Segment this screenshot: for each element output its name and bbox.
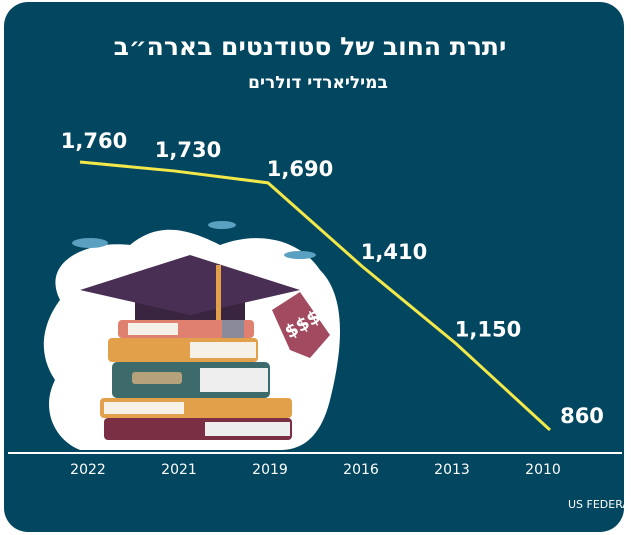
x-tick-label: 2010 <box>525 462 561 478</box>
data-line <box>79 160 552 432</box>
chart-subtitle: במיליארדי דולרים <box>248 73 388 93</box>
source: מקור: US FEDERAL RESERVE <box>568 498 631 511</box>
value-label: 860 <box>560 404 604 428</box>
x-tick-label: 2021 <box>161 462 197 478</box>
value-label: 1,150 <box>455 318 521 342</box>
value-label: 1,730 <box>155 138 221 162</box>
value-label: 1,760 <box>61 129 127 153</box>
x-tick-label: 2016 <box>343 462 379 478</box>
value-label: 1,690 <box>267 157 333 181</box>
chart-title: יתרת החוב של סטודנטים בארה״ב <box>114 32 507 61</box>
value-label: 1,410 <box>361 240 427 264</box>
x-tick-label: 2013 <box>434 462 470 478</box>
x-tick-label: 2019 <box>252 462 288 478</box>
illustration: $$$ <box>43 221 341 450</box>
x-tick-label: 2022 <box>70 462 106 478</box>
